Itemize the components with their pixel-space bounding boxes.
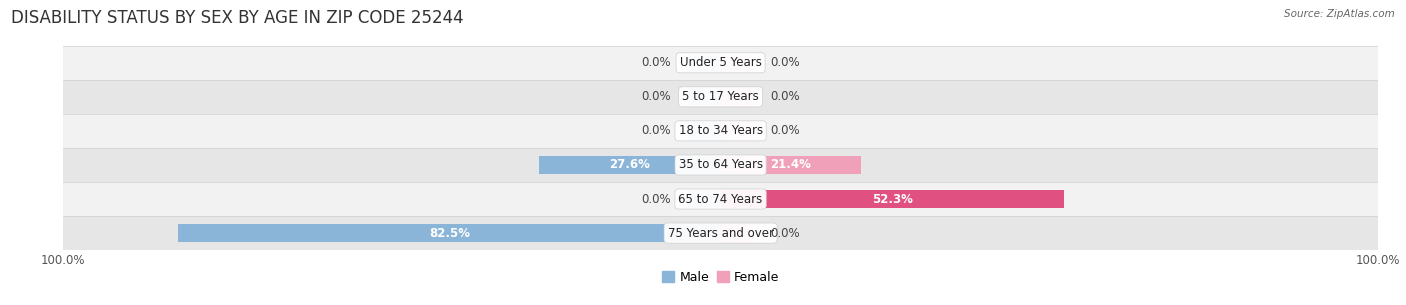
Text: 0.0%: 0.0% [641,56,671,69]
Text: 0.0%: 0.0% [641,124,671,137]
Bar [688,121,720,140]
Text: 0.0%: 0.0% [770,56,800,69]
Text: Source: ZipAtlas.com: Source: ZipAtlas.com [1284,9,1395,19]
Bar [688,53,720,72]
Text: 21.4%: 21.4% [770,159,811,171]
Bar [720,190,1064,208]
Text: 27.6%: 27.6% [609,159,651,171]
Text: 0.0%: 0.0% [770,90,800,103]
Text: Under 5 Years: Under 5 Years [679,56,762,69]
Text: DISABILITY STATUS BY SEX BY AGE IN ZIP CODE 25244: DISABILITY STATUS BY SEX BY AGE IN ZIP C… [11,9,464,27]
Bar [179,224,720,242]
Text: 0.0%: 0.0% [770,124,800,137]
Text: 0.0%: 0.0% [641,90,671,103]
Text: 65 to 74 Years: 65 to 74 Years [679,192,762,206]
Text: 82.5%: 82.5% [429,227,470,239]
Bar [63,182,1378,216]
Bar [63,46,1378,80]
Text: 52.3%: 52.3% [872,192,912,206]
Bar [688,88,720,106]
Legend: Male, Female: Male, Female [657,266,785,289]
Bar [720,156,862,174]
Bar [538,156,720,174]
Bar [720,224,754,242]
Bar [63,148,1378,182]
Text: 35 to 64 Years: 35 to 64 Years [679,159,762,171]
Bar [720,121,754,140]
Text: 5 to 17 Years: 5 to 17 Years [682,90,759,103]
Bar [688,190,720,208]
Bar [720,88,754,106]
Text: 0.0%: 0.0% [770,227,800,239]
Text: 75 Years and over: 75 Years and over [668,227,773,239]
Text: 0.0%: 0.0% [641,192,671,206]
Bar [63,114,1378,148]
Text: 18 to 34 Years: 18 to 34 Years [679,124,762,137]
Bar [63,216,1378,250]
Bar [63,80,1378,114]
Bar [720,53,754,72]
